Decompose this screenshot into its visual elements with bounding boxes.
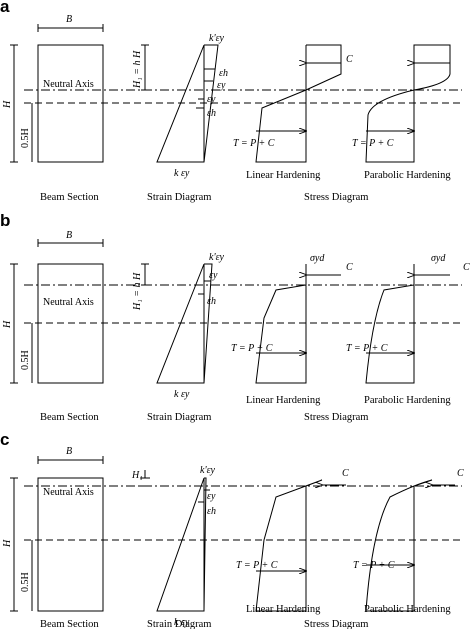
beam-section-rect xyxy=(37,477,104,612)
strain-top-label: k'εy xyxy=(200,465,216,476)
strain-eh-upper-label: εh xyxy=(219,68,228,79)
linear-stress-block xyxy=(255,44,342,163)
compression-label: C xyxy=(463,262,470,273)
half-height-label: 0.5H xyxy=(20,350,31,370)
width-label: B xyxy=(66,14,72,25)
caption-parabolic-hardening: Parabolic Hardening xyxy=(364,170,451,181)
compression-label: C xyxy=(346,262,353,273)
panel-letter: a xyxy=(0,0,10,16)
caption-parabolic-hardening: Parabolic Hardening xyxy=(364,395,451,406)
tension-label: T = P + C xyxy=(353,560,395,571)
caption-strain-diagram: Strain Diagram xyxy=(147,192,211,203)
half-height-label: 0.5H xyxy=(20,572,31,592)
panel-letter: b xyxy=(0,211,10,230)
caption-beam-section: Beam Section xyxy=(40,412,99,423)
compression-label: C xyxy=(342,468,349,479)
caption-linear-hardening: Linear Hardening xyxy=(246,170,321,181)
tension-label: T = P + C xyxy=(346,343,388,354)
width-label: B xyxy=(66,446,72,457)
caption-stress-diagram: Stress Diagram xyxy=(304,619,368,629)
neutral-axis-label: Neutral Axis xyxy=(43,79,94,90)
h1-label: H₁ = h H xyxy=(132,272,143,311)
h1-label: H₁ xyxy=(131,470,143,481)
strain-eh-lower-label: εh xyxy=(207,108,216,119)
width-label: B xyxy=(66,230,72,241)
panel-letter: c xyxy=(0,430,9,449)
caption-stress-diagram: Stress Diagram xyxy=(304,192,368,203)
yield-stress-label: σyd xyxy=(431,253,446,264)
panel-a: a B Neutral Axis H 0.5H H₁ = h H k'εy εh… xyxy=(0,0,462,203)
parabolic-stress-block xyxy=(365,264,415,384)
panel-c: c B Neutral Axis H 0.5H H₁ k'εy εy εh k … xyxy=(0,430,464,629)
compression-label: C xyxy=(346,54,353,65)
linear-stress-block xyxy=(255,264,307,384)
caption-strain-diagram: Strain Diagram xyxy=(147,412,211,423)
tension-label: T = P + C xyxy=(231,343,273,354)
strain-bottom-label: k εy xyxy=(174,168,190,179)
neutral-axis-label: Neutral Axis xyxy=(43,297,94,308)
caption-stress-diagram: Stress Diagram xyxy=(304,412,368,423)
strain-bottom-label: k εy xyxy=(174,617,190,628)
strain-top-label: k'εy xyxy=(209,252,225,263)
strain-diagram xyxy=(156,477,207,612)
caption-parabolic-hardening: Parabolic Hardening xyxy=(364,604,451,615)
tension-label: T = P + C xyxy=(352,138,394,149)
half-height-label: 0.5H xyxy=(20,128,31,148)
linear-stress-block xyxy=(255,479,323,612)
strain-bottom-label: k εy xyxy=(174,389,190,400)
strain-eh-label: εh xyxy=(207,506,216,517)
strain-ey-label: εy xyxy=(209,270,218,281)
parabolic-stress-block xyxy=(365,44,451,163)
compression-label: C xyxy=(457,468,464,479)
h1-label: H₁ = h H xyxy=(132,50,143,89)
strain-ey-label: εy xyxy=(207,491,216,502)
parabolic-stress-block xyxy=(365,479,433,612)
caption-linear-hardening: Linear Hardening xyxy=(246,395,321,406)
tension-label: T = P + C xyxy=(236,560,278,571)
caption-linear-hardening: Linear Hardening xyxy=(246,604,321,615)
caption-strain-diagram: Strain Diagram xyxy=(147,619,211,629)
height-label: H xyxy=(2,539,13,548)
strain-top-label: k'εy xyxy=(209,33,225,44)
height-label: H xyxy=(2,320,13,329)
beam-section-rect xyxy=(37,44,104,163)
caption-beam-section: Beam Section xyxy=(40,192,99,203)
strain-eh-label: εh xyxy=(207,296,216,307)
strain-ey-lower-label: εy xyxy=(207,94,216,105)
yield-stress-label: σyd xyxy=(310,253,325,264)
tension-label: T = P + C xyxy=(233,138,275,149)
neutral-axis-label: Neutral Axis xyxy=(43,487,94,498)
caption-beam-section: Beam Section xyxy=(40,619,99,629)
beam-section-rect xyxy=(37,263,104,384)
height-label: H xyxy=(2,100,13,109)
strain-ey-upper-label: εy xyxy=(217,80,226,91)
panel-b: b B Neutral Axis H 0.5H H₁ = h H k'εy εy… xyxy=(0,211,470,423)
